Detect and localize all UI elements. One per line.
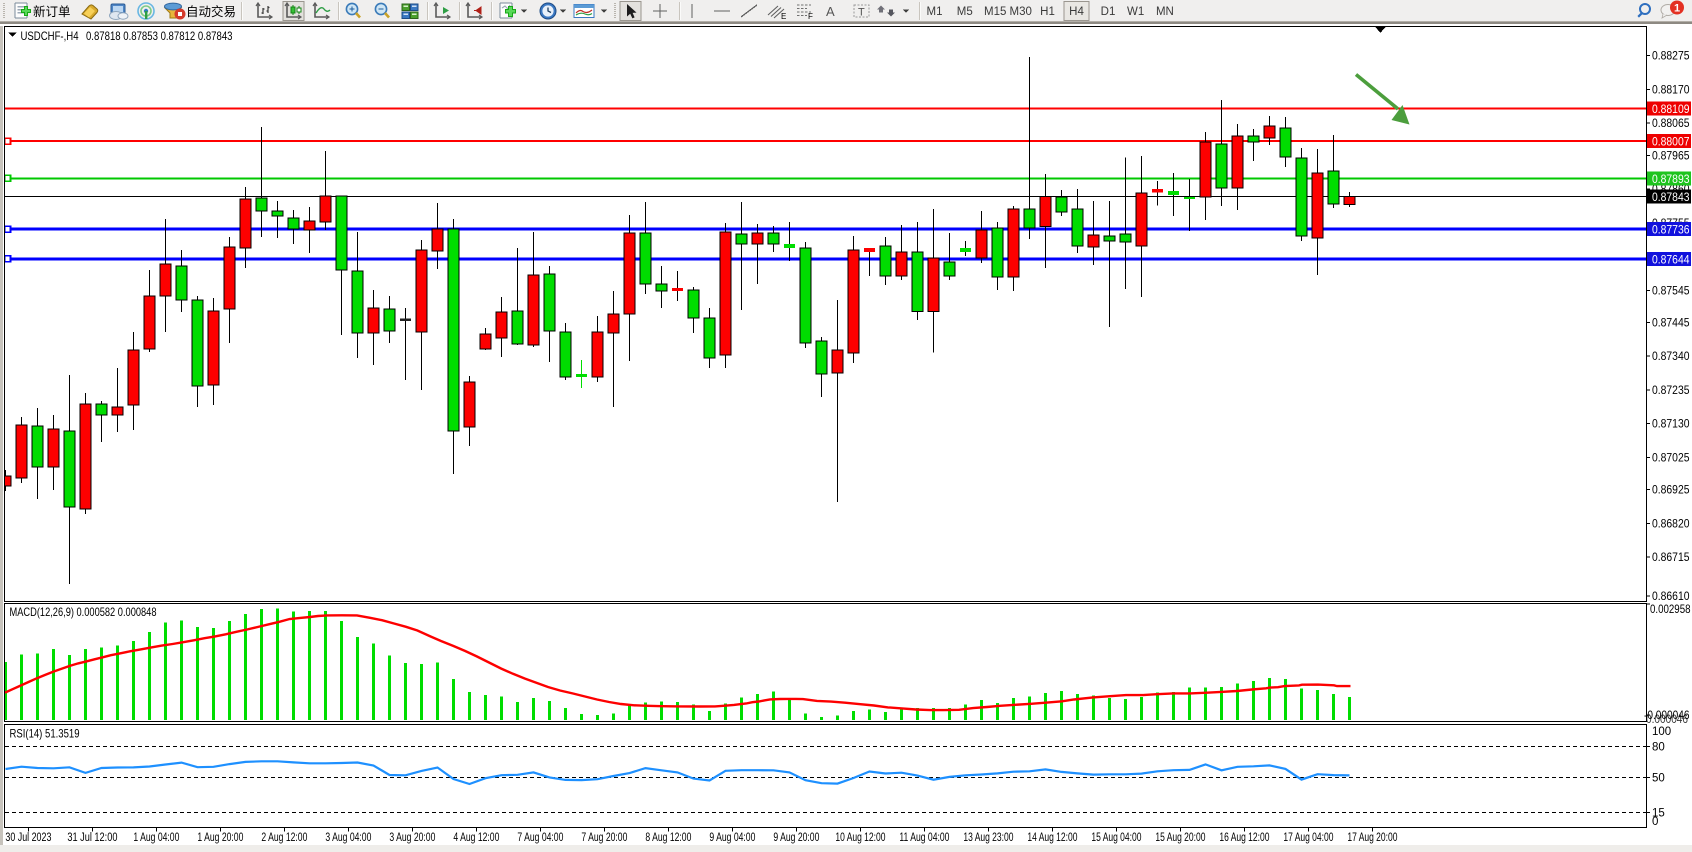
svg-text:H4: H4	[1069, 6, 1084, 18]
svg-text:D1: D1	[1101, 6, 1116, 18]
svg-text:30 Jul 2023: 30 Jul 2023	[5, 832, 51, 844]
svg-text:0.86820: 0.86820	[1652, 518, 1690, 530]
svg-text:0: 0	[1652, 816, 1658, 828]
svg-text:7 Aug 20:00: 7 Aug 20:00	[581, 832, 627, 844]
svg-text:16 Aug 12:00: 16 Aug 12:00	[1219, 832, 1269, 844]
svg-text:A: A	[826, 4, 835, 19]
svg-text:100: 100	[1652, 726, 1671, 738]
svg-text:4 Aug 12:00: 4 Aug 12:00	[453, 832, 499, 844]
svg-text:MACD(12,26,9) 0.000582 0.00084: MACD(12,26,9) 0.000582 0.000848	[10, 605, 157, 619]
svg-text:0.88170: 0.88170	[1652, 84, 1690, 96]
svg-text:9 Aug 20:00: 9 Aug 20:00	[773, 832, 819, 844]
svg-text:15: 15	[1652, 808, 1665, 820]
svg-text:0.002958: 0.002958	[1650, 604, 1691, 616]
svg-text:M5: M5	[957, 6, 973, 18]
svg-text:F: F	[808, 12, 813, 21]
svg-text:M15: M15	[984, 6, 1006, 18]
svg-text:1 Aug 20:00: 1 Aug 20:00	[197, 832, 243, 844]
svg-text:H1: H1	[1040, 6, 1055, 18]
svg-text:17 Aug 04:00: 17 Aug 04:00	[1283, 832, 1333, 844]
svg-text:0.88275: 0.88275	[1652, 51, 1690, 63]
svg-text:8 Aug 12:00: 8 Aug 12:00	[645, 832, 691, 844]
svg-text:自动交易: 自动交易	[186, 4, 236, 19]
svg-text:0.87340: 0.87340	[1652, 351, 1690, 363]
svg-text:0.87235: 0.87235	[1652, 385, 1690, 397]
svg-text:0.87545: 0.87545	[1652, 285, 1690, 297]
svg-text:0.87644: 0.87644	[1652, 254, 1690, 266]
svg-text:31 Jul 12:00: 31 Jul 12:00	[67, 832, 117, 844]
svg-text:11 Aug 04:00: 11 Aug 04:00	[899, 832, 949, 844]
svg-text:0.87025: 0.87025	[1652, 452, 1690, 464]
svg-text:0.87965: 0.87965	[1652, 150, 1690, 162]
svg-text:15 Aug 04:00: 15 Aug 04:00	[1091, 832, 1141, 844]
svg-text:0.86610: 0.86610	[1652, 591, 1690, 603]
svg-text:17 Aug 20:00: 17 Aug 20:00	[1347, 832, 1397, 844]
svg-text:13 Aug 23:00: 13 Aug 23:00	[963, 832, 1013, 844]
svg-text:3 Aug 04:00: 3 Aug 04:00	[325, 832, 371, 844]
svg-text:W1: W1	[1127, 6, 1144, 18]
svg-text:0.87130: 0.87130	[1652, 419, 1690, 431]
svg-text:0.88109: 0.88109	[1652, 104, 1690, 116]
svg-text:0.87843: 0.87843	[1652, 192, 1690, 204]
svg-text:0.87736: 0.87736	[1652, 225, 1690, 237]
svg-text:USDCHF-,H4 0.87818 0.87853 0.: USDCHF-,H4 0.87818 0.87853 0.87812 0.878…	[21, 29, 233, 43]
svg-text:RSI(14) 51.3519: RSI(14) 51.3519	[10, 727, 80, 741]
svg-text:15 Aug 20:00: 15 Aug 20:00	[1155, 832, 1205, 844]
svg-text:-0.000046: -0.000046	[1644, 710, 1690, 722]
svg-text:50: 50	[1652, 773, 1665, 785]
svg-text:M30: M30	[1010, 6, 1032, 18]
svg-text:9 Aug 04:00: 9 Aug 04:00	[709, 832, 755, 844]
svg-text:新订单: 新订单	[33, 4, 71, 19]
svg-text:2 Aug 12:00: 2 Aug 12:00	[261, 832, 307, 844]
svg-text:1 Aug 04:00: 1 Aug 04:00	[133, 832, 179, 844]
svg-text:0.86715: 0.86715	[1652, 552, 1690, 564]
svg-text:0.000046: 0.000046	[1646, 714, 1688, 726]
svg-text:10 Aug 12:00: 10 Aug 12:00	[835, 832, 885, 844]
svg-text:0.88007: 0.88007	[1652, 137, 1690, 149]
svg-text:3 Aug 20:00: 3 Aug 20:00	[389, 832, 435, 844]
svg-text:M1: M1	[927, 6, 943, 18]
svg-text:1: 1	[1674, 3, 1680, 15]
svg-text:0.86925: 0.86925	[1652, 485, 1690, 497]
svg-text:0.87893: 0.87893	[1652, 174, 1690, 186]
svg-text:MN: MN	[1156, 6, 1174, 18]
svg-text:E: E	[781, 12, 786, 21]
svg-text:0.88065: 0.88065	[1652, 118, 1690, 130]
svg-text:7 Aug 04:00: 7 Aug 04:00	[517, 832, 563, 844]
svg-text:14 Aug 12:00: 14 Aug 12:00	[1027, 832, 1077, 844]
svg-text:T: T	[858, 7, 865, 19]
svg-text:0.87445: 0.87445	[1652, 317, 1690, 329]
svg-text:80: 80	[1652, 742, 1665, 754]
